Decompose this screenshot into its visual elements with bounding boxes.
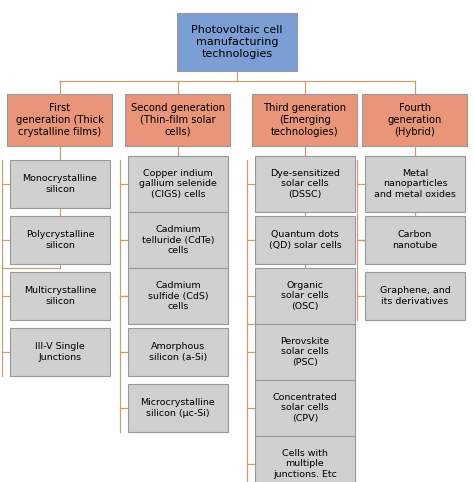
- FancyBboxPatch shape: [10, 328, 110, 376]
- FancyBboxPatch shape: [177, 13, 297, 71]
- Text: Fourth
generation
(Hybrid): Fourth generation (Hybrid): [388, 104, 442, 136]
- Text: Monocrystalline
silicon: Monocrystalline silicon: [23, 174, 98, 194]
- Text: Polycrystalline
silicon: Polycrystalline silicon: [26, 230, 94, 250]
- FancyBboxPatch shape: [255, 216, 355, 264]
- Text: Metal
nanoparticles
and metal oxides: Metal nanoparticles and metal oxides: [374, 169, 456, 199]
- FancyBboxPatch shape: [255, 436, 355, 482]
- FancyBboxPatch shape: [128, 328, 228, 376]
- FancyBboxPatch shape: [10, 216, 110, 264]
- FancyBboxPatch shape: [255, 268, 355, 324]
- Text: Copper indium
gallium selenide
(CIGS) cells: Copper indium gallium selenide (CIGS) ce…: [139, 169, 217, 199]
- Text: Cadmium
telluride (CdTe)
cells: Cadmium telluride (CdTe) cells: [142, 225, 214, 255]
- FancyBboxPatch shape: [255, 156, 355, 212]
- Text: Quantum dots
(QD) solar cells: Quantum dots (QD) solar cells: [269, 230, 341, 250]
- FancyBboxPatch shape: [255, 324, 355, 380]
- Text: Microcrystalline
silicon (μc-Si): Microcrystalline silicon (μc-Si): [141, 398, 215, 418]
- FancyBboxPatch shape: [255, 380, 355, 436]
- Text: Photovoltaic cell
manufacturing
technologies: Photovoltaic cell manufacturing technolo…: [191, 26, 283, 59]
- Text: First
generation (Thick
crystalline films): First generation (Thick crystalline film…: [16, 104, 104, 136]
- FancyBboxPatch shape: [128, 212, 228, 268]
- Text: Dye-sensitized
solar cells
(DSSC): Dye-sensitized solar cells (DSSC): [270, 169, 340, 199]
- FancyBboxPatch shape: [10, 272, 110, 320]
- Text: Cadmium
sulfide (CdS)
cells: Cadmium sulfide (CdS) cells: [148, 281, 208, 311]
- Text: III-V Single
Junctions: III-V Single Junctions: [35, 342, 85, 362]
- FancyBboxPatch shape: [10, 160, 110, 208]
- Text: Second generation
(Thin-film solar
cells): Second generation (Thin-film solar cells…: [131, 104, 225, 136]
- Text: Third generation
(Emerging
technologies): Third generation (Emerging technologies): [264, 104, 346, 136]
- Text: Perovskite
solar cells
(PSC): Perovskite solar cells (PSC): [281, 337, 329, 367]
- FancyBboxPatch shape: [365, 156, 465, 212]
- FancyBboxPatch shape: [126, 94, 230, 146]
- FancyBboxPatch shape: [365, 216, 465, 264]
- FancyBboxPatch shape: [128, 156, 228, 212]
- Text: Graphene, and
its derivatives: Graphene, and its derivatives: [380, 286, 450, 306]
- Text: Concentrated
solar cells
(CPV): Concentrated solar cells (CPV): [273, 393, 337, 423]
- FancyBboxPatch shape: [365, 272, 465, 320]
- FancyBboxPatch shape: [128, 384, 228, 432]
- Text: Amorphous
silicon (a-Si): Amorphous silicon (a-Si): [149, 342, 207, 362]
- Text: Cells with
multiple
junctions. Etc: Cells with multiple junctions. Etc: [273, 449, 337, 479]
- Text: Organic
solar cells
(OSC): Organic solar cells (OSC): [281, 281, 329, 311]
- Text: Carbon
nanotube: Carbon nanotube: [392, 230, 438, 250]
- FancyBboxPatch shape: [253, 94, 357, 146]
- FancyBboxPatch shape: [128, 268, 228, 324]
- FancyBboxPatch shape: [363, 94, 467, 146]
- FancyBboxPatch shape: [8, 94, 112, 146]
- Text: Multicrystalline
silicon: Multicrystalline silicon: [24, 286, 96, 306]
